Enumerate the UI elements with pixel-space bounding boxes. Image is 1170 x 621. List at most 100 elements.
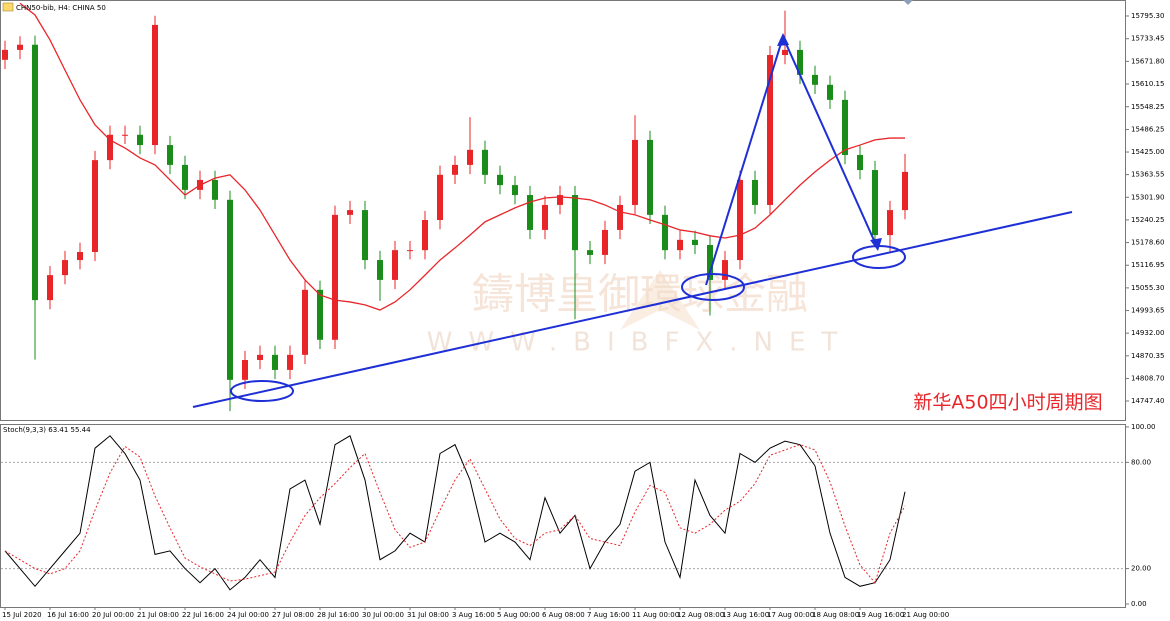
annotations: [192, 33, 1073, 408]
y-tick-label: 14870.35: [1131, 352, 1164, 360]
y-tick-label: 20.00: [1131, 565, 1151, 573]
candle-body: [392, 250, 398, 280]
x-tick-label: 16 Jul 16:00: [47, 611, 89, 619]
x-tick-label: 31 Jul 08:00: [407, 611, 449, 619]
candle-body: [677, 239, 683, 251]
y-tick-label: 14993.65: [1131, 307, 1164, 315]
x-tick-label: 30 Jul 00:00: [362, 611, 404, 619]
candle-body: [812, 74, 818, 85]
candle-body: [302, 289, 308, 355]
candle-body: [797, 49, 803, 75]
trend-line: [192, 211, 1073, 408]
candle-body: [467, 149, 473, 165]
candle-body: [722, 260, 728, 280]
x-tick-label: 7 Aug 16:00: [587, 611, 630, 619]
annotation-bg: [893, 388, 1124, 416]
candle-body: [377, 260, 383, 280]
y-tick-label: 15116.95: [1131, 261, 1164, 269]
y-tick-label: 15548.25: [1131, 103, 1164, 111]
main-pane-border: [0, 0, 1126, 421]
y-tick-label: 14747.40: [1131, 397, 1164, 405]
y-tick-label: 15425.00: [1131, 148, 1164, 156]
y-tick-label: 80.00: [1131, 458, 1151, 466]
candle-body: [122, 134, 128, 136]
x-tick-label: 12 Aug 08:00: [677, 611, 724, 619]
x-tick-label: 13 Aug 16:00: [722, 611, 769, 619]
candle-body: [737, 179, 743, 261]
candle-body: [92, 160, 98, 252]
y-tick-label: 15363.55: [1131, 171, 1164, 179]
candle-body: [422, 220, 428, 251]
candle-body: [857, 154, 863, 171]
candle-body: [2, 49, 8, 60]
candle-body: [32, 44, 38, 301]
candle-body: [752, 179, 758, 205]
x-tick-label: 28 Jul 16:00: [317, 611, 359, 619]
candle-body: [482, 149, 488, 175]
candle-body: [782, 49, 788, 56]
candle-body: [707, 244, 713, 280]
candle-body: [137, 134, 143, 146]
candle-body: [887, 210, 893, 236]
candle-body: [437, 174, 443, 221]
candle-body: [62, 260, 68, 276]
candle-body: [242, 360, 248, 380]
watermark-url: WWW.BIBFX.NET: [427, 328, 854, 358]
candle-body: [17, 44, 23, 50]
y-tick-label: 15671.80: [1131, 57, 1164, 65]
candle-body: [617, 204, 623, 230]
x-tick-label: 22 Jul 16:00: [182, 611, 224, 619]
candle-body: [902, 171, 908, 211]
x-tick-label: 15 Jul 2020: [2, 611, 42, 619]
x-tick-label: 18 Aug 08:00: [812, 611, 859, 619]
candle-body: [182, 164, 188, 190]
arrow-head-down: [870, 238, 882, 251]
y-tick-label: 100.00: [1131, 423, 1156, 431]
y-tick-label: 15486.25: [1131, 126, 1164, 134]
candle-body: [572, 195, 578, 251]
x-tick-label: 21 Aug 00:00: [902, 611, 949, 619]
candle-body: [227, 199, 233, 380]
candle-body: [767, 55, 773, 205]
y-tick-label: 15301.90: [1131, 193, 1164, 201]
x-tick-label: 6 Aug 08:00: [542, 611, 585, 619]
circle-low-1: [230, 380, 294, 402]
candle-body: [542, 204, 548, 230]
candle-body: [872, 170, 878, 236]
candle-body: [167, 145, 173, 165]
y-tick-label: 14808.70: [1131, 374, 1164, 382]
candle-body: [77, 251, 83, 261]
chart-annotation: 新华A50四小时周期图: [913, 392, 1102, 414]
candle-body: [317, 289, 323, 340]
y-tick-label: 15178.60: [1131, 239, 1164, 247]
candle-body: [452, 164, 458, 175]
candle-body: [647, 139, 653, 215]
y-tick-label: 15240.25: [1131, 216, 1164, 224]
candle-body: [47, 275, 53, 301]
candle-body: [557, 195, 563, 205]
candle-body: [602, 229, 608, 255]
candle-body: [512, 185, 518, 196]
arrow-head-up: [777, 33, 789, 46]
candle-body: [692, 239, 698, 245]
candle-body: [587, 250, 593, 255]
moving-average: [19, 2, 905, 311]
y-tick-label: 15610.15: [1131, 80, 1164, 88]
candle-body: [107, 134, 113, 161]
candle-body: [842, 99, 848, 155]
candle-body: [362, 210, 368, 261]
x-tick-label: 5 Aug 00:00: [497, 611, 540, 619]
candle-body: [407, 250, 413, 252]
candle-body: [527, 195, 533, 230]
candle-body: [632, 139, 638, 205]
candle-body: [347, 210, 353, 215]
stoch-pane-border: [0, 424, 1126, 608]
candle-body: [827, 84, 833, 100]
candle-body: [257, 354, 263, 360]
stoch-line: [4, 444, 906, 584]
candle-body: [662, 214, 668, 251]
x-tick-label: 20 Jul 00:00: [92, 611, 134, 619]
candle-body: [212, 179, 218, 200]
x-tick-label: 11 Aug 00:00: [632, 611, 679, 619]
